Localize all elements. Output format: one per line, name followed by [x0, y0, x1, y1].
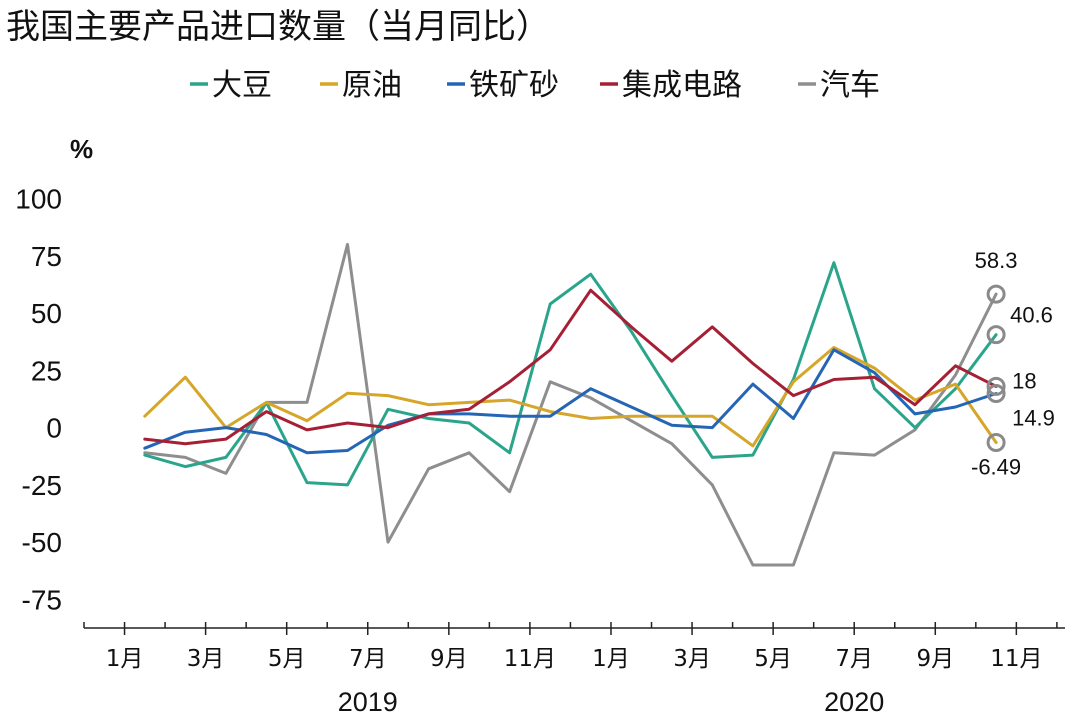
x-tick-label: 9月 [430, 646, 468, 672]
end-value-label: 14.9 [1012, 406, 1055, 431]
x-tick-label: 9月 [916, 646, 954, 672]
end-marker [986, 384, 1006, 404]
y-tick-label: -75 [22, 584, 62, 615]
x-tick-label: 7月 [349, 646, 387, 672]
y-tick-label: 0 [46, 413, 62, 444]
x-tick-label: 1月 [106, 646, 144, 672]
y-tick-label: 100 [15, 184, 62, 215]
year-label: 2019 [338, 687, 398, 717]
legend-label-5: 汽车 [820, 68, 880, 103]
series-line-2 [143, 346, 998, 448]
plot-lines [143, 242, 998, 567]
x-axis: 1月 3月 5月 7月 9月 11月 1月 3月 5月 7月 9月 11月 2019 2020 [83, 622, 1065, 717]
end-value-label: 40.6 [1010, 303, 1053, 328]
x-tick-label: 5月 [268, 646, 306, 672]
y-tick-label: 25 [31, 355, 62, 386]
y-tick-label: 75 [31, 241, 62, 272]
y-axis-unit: % [70, 134, 93, 164]
series-line-4 [143, 288, 998, 446]
end-marker [986, 325, 1006, 345]
series-line-5 [143, 242, 998, 567]
end-marker [986, 376, 1006, 396]
y-tick-label: -50 [22, 527, 62, 558]
x-tick-label: 11月 [990, 646, 1042, 672]
legend-label-1: 大豆 [212, 68, 272, 103]
chart-title: 我国主要产品进口数量（当月同比） [6, 7, 550, 47]
x-tick-label: 3月 [187, 646, 225, 672]
end-marker [986, 284, 1006, 304]
series-line-3 [143, 348, 998, 455]
year-label: 2020 [824, 687, 884, 717]
series-line-1 [143, 261, 998, 487]
x-tick-label: 3月 [673, 646, 711, 672]
y-tick-label: -25 [22, 470, 62, 501]
x-tick-label: 1月 [592, 646, 630, 672]
legend-label-2: 原油 [342, 68, 402, 103]
end-value-label: -6.49 [971, 454, 1021, 479]
x-tick-label: 11月 [504, 646, 556, 672]
legend-label-3: 铁矿砂 [469, 68, 559, 103]
legend: 大豆 原油 铁矿砂 集成电路 汽车 [190, 68, 880, 103]
y-tick-label: 50 [31, 298, 62, 329]
x-tick-label: 7月 [835, 646, 873, 672]
end-annotations: 58.3 40.6 18 14.9 -6.49 [971, 248, 1055, 479]
end-value-label: 18 [1012, 368, 1036, 393]
end-value-label: 58.3 [975, 248, 1018, 273]
y-axis: 100 75 50 25 0 -25 -50 -75 [15, 184, 62, 616]
legend-label-4: 集成电路 [622, 68, 742, 103]
end-marker [986, 432, 1006, 452]
x-tick-label: 5月 [754, 646, 792, 672]
